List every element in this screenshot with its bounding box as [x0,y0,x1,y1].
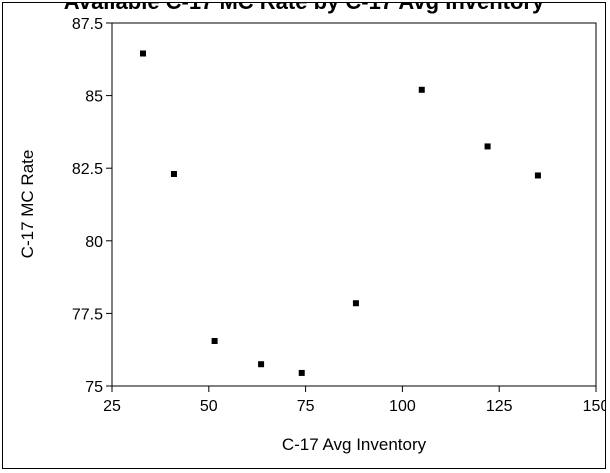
y-tick-label: 80 [85,234,103,251]
x-axis: 25 50 75 100 125 150 [103,386,606,415]
x-tick-label: 75 [297,398,315,415]
y-tick-label: 77.5 [72,306,103,323]
y-axis: 75 77.5 80 82.5 85 87.5 [72,16,112,396]
x-tick-label: 100 [389,398,416,415]
plot-area [111,22,597,387]
y-axis-label: C-17 MC Rate [18,150,37,259]
data-point [211,337,218,344]
data-point [352,300,359,307]
data-point [298,369,305,376]
data-points [139,50,541,376]
x-tick-label: 150 [583,398,606,415]
x-tick-label: 125 [486,398,513,415]
x-axis-label: C-17 Avg Inventory [282,435,427,454]
data-point [534,172,541,179]
data-point [258,361,265,368]
y-tick-label: 82.5 [72,161,103,178]
x-tick-label: 50 [200,398,218,415]
x-tick-label: 25 [103,398,121,415]
data-point [484,143,491,150]
chart-frame: Available C-17 MC Rate by C-17 Avg Inven… [2,2,606,469]
data-point [139,50,146,57]
chart-title: Available C-17 MC Rate by C-17 Avg Inven… [3,3,605,15]
y-tick-label: 75 [85,379,103,396]
data-point [418,86,425,93]
y-tick-label: 87.5 [72,16,103,33]
data-point [170,171,177,178]
scatter-plot: 25 50 75 100 125 150 75 77.5 80 82.5 85 87.5 C-17 … [18,16,606,454]
y-tick-label: 85 [85,89,103,106]
